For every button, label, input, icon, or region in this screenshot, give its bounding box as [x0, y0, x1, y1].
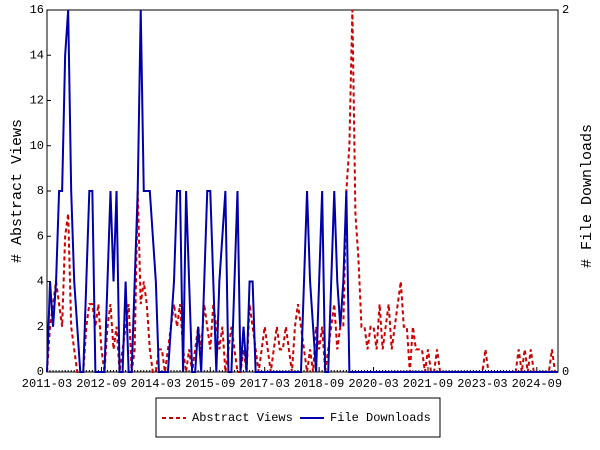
- x-tick-label: 2023-03: [457, 377, 507, 391]
- x-tick-label: 2012-09: [76, 377, 126, 391]
- y2-tick-label: 0: [562, 365, 569, 379]
- x-tick-label: 2018-09: [294, 377, 344, 391]
- x-tick-label: 2021-09: [403, 377, 453, 391]
- legend-label: File Downloads: [330, 411, 431, 425]
- y-tick-label: 10: [30, 139, 44, 153]
- y-axis-label: # Abstract Views: [9, 119, 26, 263]
- x-tick-label: 2024-09: [512, 377, 562, 391]
- x-tick-label: 2014-03: [131, 377, 181, 391]
- y-tick-label: 16: [30, 3, 44, 17]
- y-tick-label: 12: [30, 94, 44, 108]
- y-tick-label: 14: [30, 48, 44, 62]
- y-tick-label: 6: [37, 229, 44, 243]
- x-tick-label: 2017-03: [239, 377, 289, 391]
- y2-tick-label: 2: [562, 3, 569, 17]
- y2-axis-label: # File Downloads: [579, 124, 596, 268]
- legend-box: [155, 397, 441, 438]
- x-tick-label: 2020-03: [348, 377, 398, 391]
- x-tick-label: 2015-09: [185, 377, 235, 391]
- y-tick-label: 4: [37, 275, 44, 289]
- legend-label: Abstract Views: [192, 411, 293, 425]
- x-tick-label: 2011-03: [22, 377, 72, 391]
- series-line: [46, 9, 558, 373]
- y-tick-label: 8: [37, 184, 44, 198]
- y-tick-label: 2: [37, 320, 44, 334]
- y-tick-label: 0: [37, 365, 44, 379]
